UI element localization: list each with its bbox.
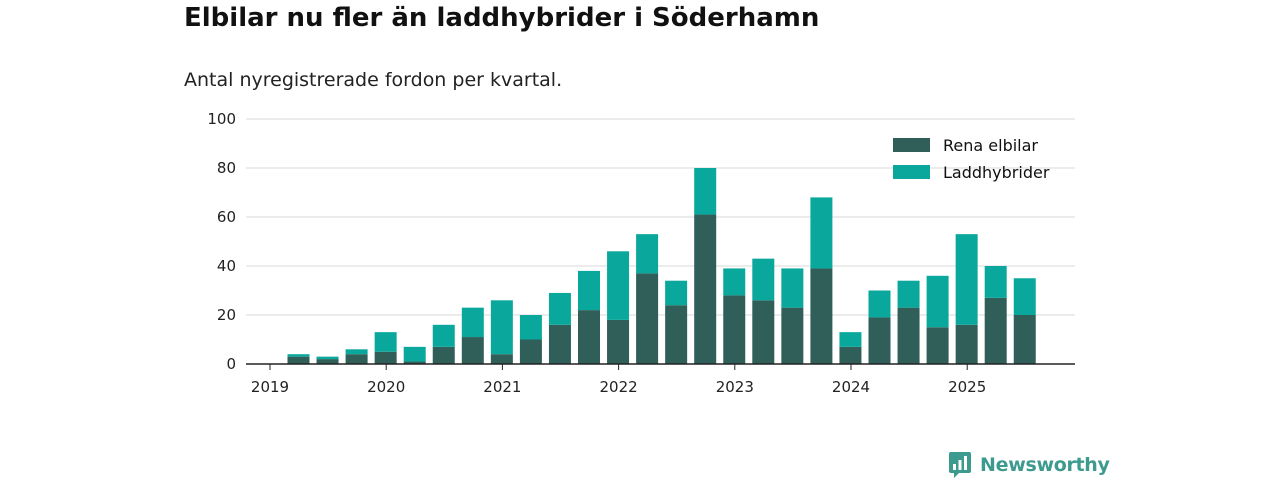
bar-laddhybrider: [607, 251, 630, 320]
bar-laddhybrider: [926, 275, 949, 328]
bar-laddhybrider: [519, 315, 542, 340]
y-tick-label: 40: [217, 257, 236, 275]
axes: 0 20 40 60 80 100 2019 2020 2021 2022 2023 2024 2025: [207, 110, 1075, 396]
bar-laddhybrider: [578, 270, 600, 311]
bar-rena-elbilar: [432, 346, 455, 364]
bar-laddhybrider: [345, 349, 368, 355]
x-tick-label: 2023: [716, 378, 754, 396]
bar-laddhybrider: [984, 266, 1007, 298]
bar-laddhybrider: [839, 332, 862, 347]
bar-rena-elbilar: [926, 327, 949, 364]
x-tick-label: 2019: [251, 378, 289, 396]
bar-rena-elbilar: [839, 346, 862, 364]
bar-laddhybrider: [665, 280, 688, 306]
bar-laddhybrider: [752, 258, 775, 301]
bar-chart-speech-bubble-icon: [949, 452, 971, 478]
brand-name: Newsworthy: [980, 454, 1110, 476]
bar-laddhybrider: [490, 300, 513, 355]
y-tick-label: 60: [217, 208, 236, 226]
newsworthy-brand: Newsworthy: [948, 451, 1110, 479]
bar-rena-elbilar: [548, 324, 571, 364]
legend: Rena elbilar Laddhybrider: [893, 136, 1050, 182]
chart-subtitle: Antal nyregistrerade fordon per kvartal.: [184, 69, 563, 91]
bar-laddhybrider: [694, 168, 717, 215]
x-tick-label: 2021: [483, 378, 521, 396]
bar-rena-elbilar: [810, 268, 833, 364]
bar-laddhybrider: [868, 290, 891, 318]
bar-laddhybrider: [316, 356, 339, 360]
bar-laddhybrider: [403, 346, 426, 362]
bar-rena-elbilar: [636, 273, 659, 364]
bar-rena-elbilar: [374, 351, 397, 364]
legend-label-laddhybrider: Laddhybrider: [943, 163, 1050, 182]
bar-rena-elbilar: [665, 305, 688, 364]
legend-swatch-rena-elbilar: [893, 138, 930, 152]
bar-laddhybrider: [374, 332, 397, 352]
x-tick-label: 2024: [832, 378, 870, 396]
bar-laddhybrider: [636, 234, 659, 274]
bar-rena-elbilar: [752, 300, 775, 364]
bar-rena-elbilar: [287, 356, 310, 364]
bar-rena-elbilar: [345, 354, 368, 364]
bar-laddhybrider: [1013, 278, 1036, 315]
x-tick-label: 2022: [600, 378, 638, 396]
bar-rena-elbilar: [403, 361, 426, 364]
y-tick-label: 100: [207, 110, 236, 128]
bar-laddhybrider: [897, 280, 920, 308]
bar-rena-elbilar: [781, 307, 804, 364]
bar-rena-elbilar: [519, 339, 542, 364]
legend-label-rena-elbilar: Rena elbilar: [943, 136, 1038, 155]
bar-rena-elbilar: [868, 317, 891, 364]
bar-rena-elbilar: [694, 214, 717, 364]
bar-laddhybrider: [461, 307, 484, 338]
bar-laddhybrider: [548, 292, 571, 325]
bar-rena-elbilar: [897, 307, 920, 364]
bar-rena-elbilar: [578, 310, 600, 364]
bar-rena-elbilar: [1013, 315, 1036, 364]
x-tick-label: 2020: [367, 378, 405, 396]
bar-rena-elbilar: [316, 359, 339, 364]
bar-rena-elbilar: [607, 319, 630, 364]
legend-swatch-laddhybrider: [893, 165, 930, 179]
bar-rena-elbilar: [490, 354, 513, 364]
bar-laddhybrider: [810, 197, 833, 269]
chart-title: Elbilar nu fler än laddhybrider i Söderh…: [184, 3, 820, 33]
bar-rena-elbilar: [723, 295, 746, 364]
bar-rena-elbilar: [984, 297, 1007, 364]
bar-laddhybrider: [781, 268, 804, 308]
y-tick-label: 20: [217, 306, 236, 324]
x-tick-label: 2025: [948, 378, 986, 396]
bar-series: [287, 168, 1036, 364]
bar-laddhybrider: [287, 354, 310, 357]
bar-laddhybrider: [955, 234, 978, 325]
y-tick-label: 80: [217, 159, 236, 177]
bar-laddhybrider: [723, 268, 746, 296]
y-tick-label: 0: [226, 355, 236, 373]
bar-rena-elbilar: [955, 324, 978, 364]
bar-rena-elbilar: [461, 337, 484, 364]
bar-laddhybrider: [432, 324, 455, 347]
